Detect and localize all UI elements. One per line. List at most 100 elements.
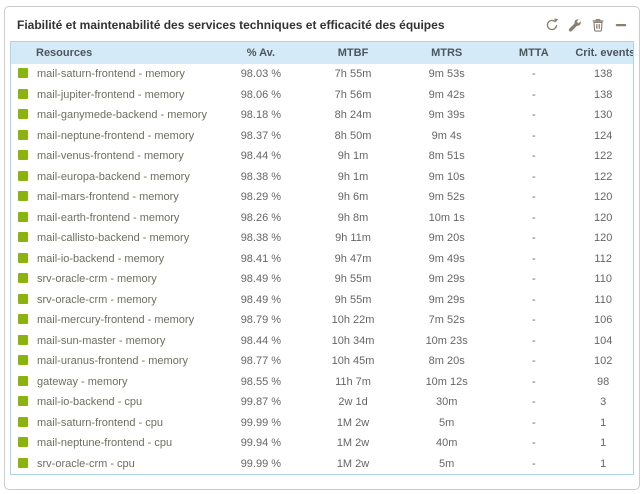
availability-widget: Fiabilité et maintenabilité des services… (4, 6, 640, 490)
table-row[interactable]: mail-mercury-frontend - memory 98.79 % 1… (10, 310, 634, 331)
resource-cell[interactable]: mail-mars-frontend - memory (10, 187, 215, 208)
status-ok-indicator (18, 314, 28, 324)
crit-events-value: 102 (573, 351, 634, 372)
table-row[interactable]: mail-saturn-frontend - cpu 99.99 % 1M 2w… (10, 412, 634, 433)
status-ok-indicator (18, 457, 28, 468)
resource-name: mail-neptune-frontend - cpu (37, 437, 173, 449)
table-row[interactable]: mail-jupiter-frontend - memory 98.06 % 7… (10, 84, 634, 105)
mtrs-value: 9m 42s (399, 84, 495, 105)
widget-title: Fiabilité et maintenabilité des services… (17, 18, 445, 32)
crit-events-value: 138 (573, 84, 634, 105)
resource-cell[interactable]: mail-sun-master - memory (10, 330, 215, 351)
mtta-value: - (494, 207, 574, 228)
table-row[interactable]: mail-neptune-frontend - memory 98.37 % 8… (10, 125, 634, 146)
resource-cell[interactable]: mail-io-backend - cpu (10, 392, 215, 413)
status-ok-indicator (18, 396, 28, 406)
mtta-value: - (494, 433, 574, 454)
resource-cell[interactable]: mail-callisto-backend - memory (10, 228, 215, 249)
table-body: mail-saturn-frontend - memory 98.03 % 7h… (10, 64, 634, 475)
resource-cell[interactable]: mail-jupiter-frontend - memory (10, 84, 215, 105)
resource-name: mail-venus-frontend - memory (37, 150, 184, 162)
refresh-icon[interactable] (545, 18, 559, 32)
resource-cell[interactable]: gateway - memory (10, 371, 215, 392)
resource-cell[interactable]: mail-europa-backend - memory (10, 166, 215, 187)
resource-name: mail-europa-backend - memory (37, 170, 190, 183)
table-row[interactable]: mail-venus-frontend - memory 98.44 % 9h … (10, 146, 634, 167)
table-row[interactable]: mail-mars-frontend - memory 98.29 % 9h 6… (10, 187, 634, 208)
table-row[interactable]: srv-oracle-crm - cpu 99.99 % 1M 2w 5m - … (10, 453, 634, 475)
status-ok-indicator (18, 109, 28, 119)
availability-value: 98.18 % (214, 105, 307, 126)
resource-cell[interactable]: mail-saturn-frontend - memory (10, 64, 215, 85)
availability-value: 98.44 % (214, 146, 307, 167)
table-row[interactable]: mail-sun-master - memory 98.44 % 10h 34m… (10, 330, 634, 351)
resource-cell[interactable]: mail-io-backend - memory (10, 248, 215, 269)
crit-events-value: 98 (573, 371, 634, 392)
table-row[interactable]: mail-saturn-frontend - memory 98.03 % 7h… (10, 64, 634, 85)
crit-events-value: 112 (573, 248, 634, 269)
status-ok-indicator (18, 88, 28, 99)
trash-icon[interactable] (591, 18, 605, 32)
resource-cell[interactable]: mail-earth-frontend - memory (10, 207, 215, 228)
mtta-value: - (494, 351, 574, 372)
table-row[interactable]: mail-earth-frontend - memory 98.26 % 9h … (10, 207, 634, 228)
mtrs-value: 7m 52s (399, 310, 495, 331)
resource-cell[interactable]: mail-venus-frontend - memory (10, 146, 215, 167)
crit-events-value: 110 (573, 269, 634, 290)
availability-value: 98.38 % (214, 228, 307, 249)
column-header-mtbf: MTBF (306, 41, 400, 64)
mtbf-value: 9h 47m (306, 248, 400, 269)
table-row[interactable]: mail-neptune-frontend - cpu 99.94 % 1M 2… (10, 433, 634, 454)
resource-cell[interactable]: mail-ganymede-backend - memory (10, 105, 215, 126)
status-ok-indicator (18, 293, 28, 304)
availability-value: 98.06 % (214, 84, 307, 105)
mtta-value: - (494, 310, 574, 331)
table-row[interactable]: srv-oracle-crm - memory 98.49 % 9h 55m 9… (10, 289, 634, 310)
mtbf-value: 9h 55m (306, 289, 400, 310)
status-ok-indicator (18, 211, 28, 222)
table-row[interactable]: mail-io-backend - cpu 99.87 % 2w 1d 30m … (10, 392, 634, 413)
resource-name: srv-oracle-crm - memory (37, 273, 157, 285)
table-row[interactable]: gateway - memory 98.55 % 11h 7m 10m 12s … (10, 371, 634, 392)
mtta-value: - (494, 330, 574, 351)
status-ok-indicator (18, 416, 28, 427)
mtta-value: - (494, 146, 574, 167)
mtrs-value: 10m 23s (399, 330, 495, 351)
resource-cell[interactable]: srv-oracle-crm - memory (10, 269, 215, 290)
resource-cell[interactable]: srv-oracle-crm - memory (10, 289, 215, 310)
wrench-icon[interactable] (568, 18, 582, 32)
status-ok-indicator (18, 355, 28, 365)
crit-events-value: 120 (573, 228, 634, 249)
crit-events-value: 122 (573, 166, 634, 187)
mtta-value: - (494, 166, 574, 187)
table-row[interactable]: mail-io-backend - memory 98.41 % 9h 47m … (10, 248, 634, 269)
resource-cell[interactable]: srv-oracle-crm - cpu (10, 453, 215, 475)
resource-cell[interactable]: mail-neptune-frontend - memory (10, 125, 215, 146)
mtrs-value: 9m 4s (399, 125, 495, 146)
table-header-row: Resources % Av. MTBF MTRS MTTA Crit. eve… (10, 41, 634, 64)
minus-icon[interactable] (614, 18, 628, 32)
resource-name: mail-io-backend - memory (37, 252, 165, 265)
table-row[interactable]: mail-europa-backend - memory 98.38 % 9h … (10, 166, 634, 187)
status-ok-indicator (18, 191, 28, 201)
crit-events-value: 130 (573, 105, 634, 126)
table-row[interactable]: mail-callisto-backend - memory 98.38 % 9… (10, 228, 634, 249)
availability-value: 98.49 % (214, 269, 307, 290)
table-row[interactable]: mail-ganymede-backend - memory 98.18 % 8… (10, 105, 634, 126)
crit-events-value: 120 (573, 187, 634, 208)
resource-name: mail-saturn-frontend - memory (37, 68, 185, 80)
mtta-value: - (494, 371, 574, 392)
resource-cell[interactable]: mail-neptune-frontend - cpu (10, 433, 215, 454)
mtrs-value: 5m (399, 412, 495, 433)
crit-events-value: 124 (573, 125, 634, 146)
mtrs-value: 9m 53s (399, 64, 495, 85)
crit-events-value: 104 (573, 330, 634, 351)
column-header-availability: % Av. (214, 41, 307, 64)
column-header-resources: Resources (10, 41, 215, 64)
table-row[interactable]: srv-oracle-crm - memory 98.49 % 9h 55m 9… (10, 269, 634, 290)
resource-cell[interactable]: mail-mercury-frontend - memory (10, 310, 215, 331)
resource-cell[interactable]: mail-saturn-frontend - cpu (10, 412, 215, 433)
mtbf-value: 7h 56m (306, 84, 400, 105)
table-row[interactable]: mail-uranus-frontend - memory 98.77 % 10… (10, 351, 634, 372)
resource-cell[interactable]: mail-uranus-frontend - memory (10, 351, 215, 372)
